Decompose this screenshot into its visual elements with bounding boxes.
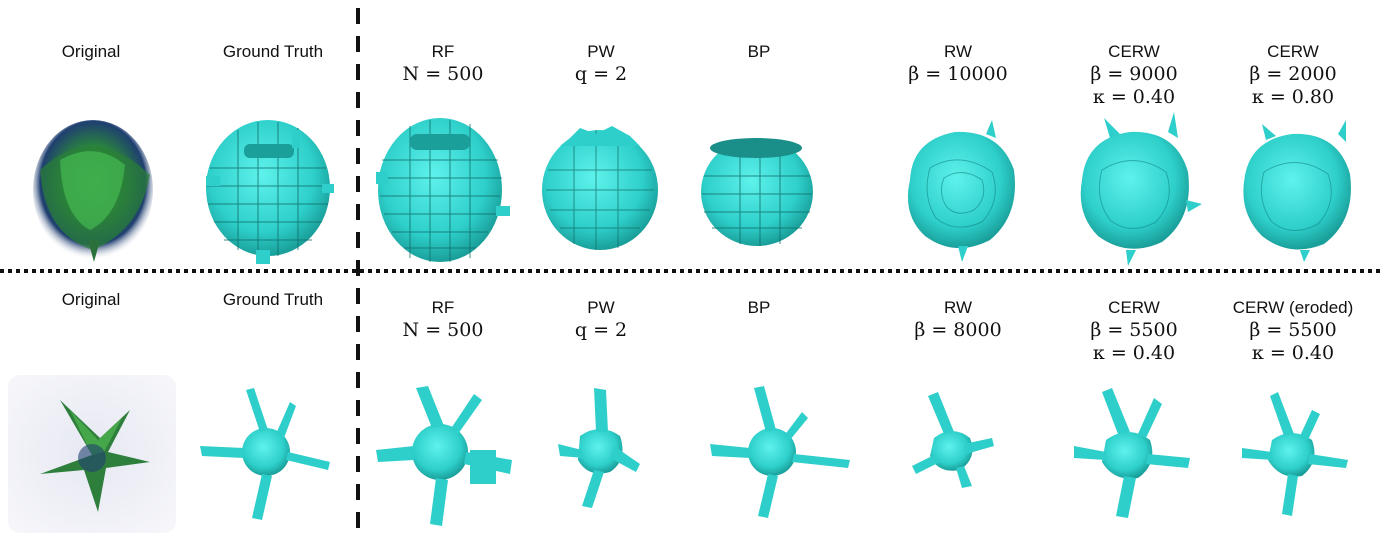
column-title: PW	[587, 42, 615, 61]
row2-pw-render	[558, 388, 640, 508]
column-title: PW	[587, 298, 615, 317]
param-line-1: β = 9000	[1090, 63, 1178, 85]
param-line-2: κ = 0.80	[1251, 86, 1335, 108]
column-title: Ground Truth	[222, 290, 324, 309]
row1-bp-render	[701, 138, 813, 246]
row1-ground-truth-render	[206, 120, 334, 264]
param-line-1: β = 2000	[1249, 63, 1337, 85]
row1-col3-label: RF N = 500	[358, 40, 528, 86]
row1-col4-label: PW q = 2	[516, 40, 686, 86]
param-line-1: N = 500	[402, 63, 484, 85]
row2-col3-label: RF N = 500	[358, 296, 528, 342]
param-line-1: β = 5500	[1090, 319, 1178, 341]
param-line-1: q = 2	[574, 63, 628, 85]
row2-col1-label: Original	[6, 288, 176, 311]
row2-bp-render	[710, 386, 850, 518]
row1-rw-render	[907, 120, 1015, 262]
row1-col6-label: RW β = 10000	[873, 40, 1043, 86]
row1-col2-label: Ground Truth	[188, 40, 358, 63]
row2-rf-render	[376, 386, 512, 526]
row2-original-image	[8, 375, 176, 533]
row1-original-image	[33, 120, 153, 262]
param-line-1: N = 500	[402, 319, 484, 341]
row2-col6-label: RW β = 8000	[873, 296, 1043, 342]
row1-col8-label: CERW β = 2000 κ = 0.80	[1208, 40, 1378, 109]
param-line-1: q = 2	[574, 319, 628, 341]
column-title: CERW	[1108, 298, 1160, 317]
column-title: BP	[747, 298, 771, 317]
row2-ground-truth-render	[200, 388, 330, 520]
row1-col1-label: Original	[6, 40, 176, 63]
row1-rf-render	[376, 118, 510, 262]
row2-rw-render	[912, 392, 994, 488]
row2-cerw-a-render	[1074, 388, 1190, 518]
column-title: RF	[431, 42, 455, 61]
param-line-1: β = 10000	[908, 63, 1008, 85]
column-title: Original	[61, 290, 121, 309]
row1-col7-label: CERW β = 9000 κ = 0.40	[1049, 40, 1219, 109]
column-title: CERW (eroded)	[1232, 298, 1354, 317]
row1-cerw-a-render	[1080, 112, 1202, 266]
column-title: Ground Truth	[222, 42, 324, 61]
param-line-2: κ = 0.40	[1092, 342, 1176, 364]
row2-col2-label: Ground Truth	[188, 288, 358, 311]
row2-cerw-eroded-render	[1242, 392, 1348, 516]
param-line-1: β = 5500	[1249, 319, 1337, 341]
column-title: CERW	[1108, 42, 1160, 61]
row2-col8-label: CERW (eroded) β = 5500 κ = 0.40	[1208, 296, 1378, 365]
row1-col5-label: BP	[674, 40, 844, 63]
column-title: Original	[61, 42, 121, 61]
column-title: RW	[943, 42, 972, 61]
row1-pw-render	[542, 126, 658, 250]
row1-cerw-b-render	[1243, 120, 1351, 262]
param-line-2: κ = 0.40	[1251, 342, 1335, 364]
row2-col4-label: PW q = 2	[516, 296, 686, 342]
column-title: CERW	[1267, 42, 1319, 61]
row2-col7-label: CERW β = 5500 κ = 0.40	[1049, 296, 1219, 365]
column-title: BP	[747, 42, 771, 61]
param-line-2: κ = 0.40	[1092, 86, 1176, 108]
column-title: RW	[943, 298, 972, 317]
row2-col5-label: BP	[674, 296, 844, 319]
param-line-1: β = 8000	[914, 319, 1002, 341]
column-title: RF	[431, 298, 455, 317]
